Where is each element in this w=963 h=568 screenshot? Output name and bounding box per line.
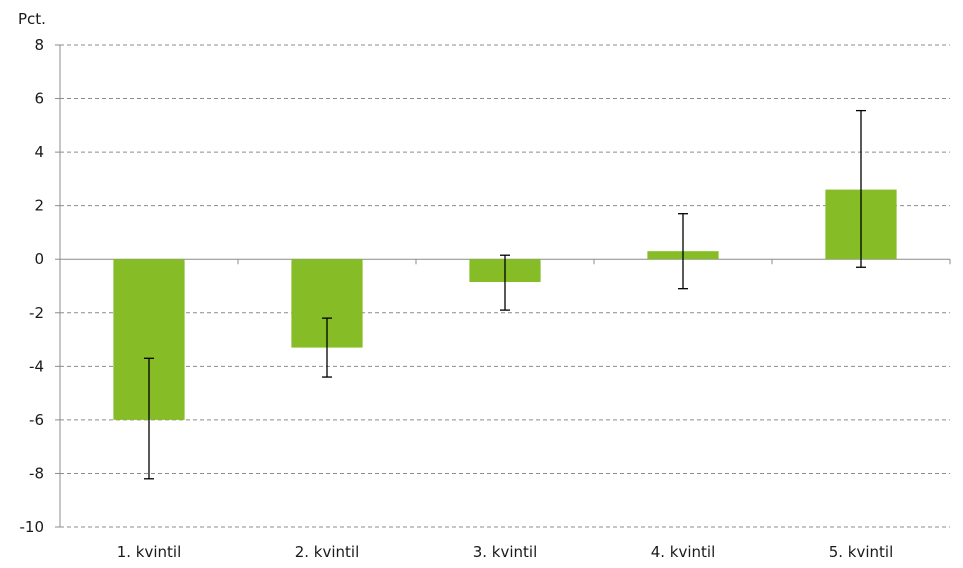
y-tick-label: 4	[34, 143, 44, 161]
x-tick-label: 3. kvintil	[473, 543, 538, 561]
x-tick-label: 5. kvintil	[829, 543, 894, 561]
y-tick-label: 8	[34, 36, 44, 54]
error-bars	[144, 109, 866, 480]
x-tick-labels: 1. kvintil 2. kvintil 3. kvintil 4. kvintil…	[117, 543, 894, 561]
y-tick-label: -6	[29, 411, 44, 429]
y-unit-label: Pct.	[18, 10, 46, 28]
y-tick-label: 2	[34, 197, 44, 215]
axes	[55, 44, 951, 528]
grid-lines	[60, 44, 950, 528]
y-tick-label: 0	[34, 250, 44, 268]
x-tick-label: 1. kvintil	[117, 543, 182, 561]
y-tick-label: -8	[29, 464, 44, 482]
y-tick-label: 6	[34, 90, 44, 108]
x-tick-label: 4. kvintil	[651, 543, 716, 561]
x-tick-label: 2. kvintil	[295, 543, 360, 561]
y-tick-label: -10	[20, 518, 45, 536]
y-tick-label: -2	[29, 304, 44, 322]
y-tick-labels: 8 6 4 2 0 -2 -4 -6 -8 -10	[20, 36, 45, 536]
y-tick-label: -4	[29, 357, 44, 375]
